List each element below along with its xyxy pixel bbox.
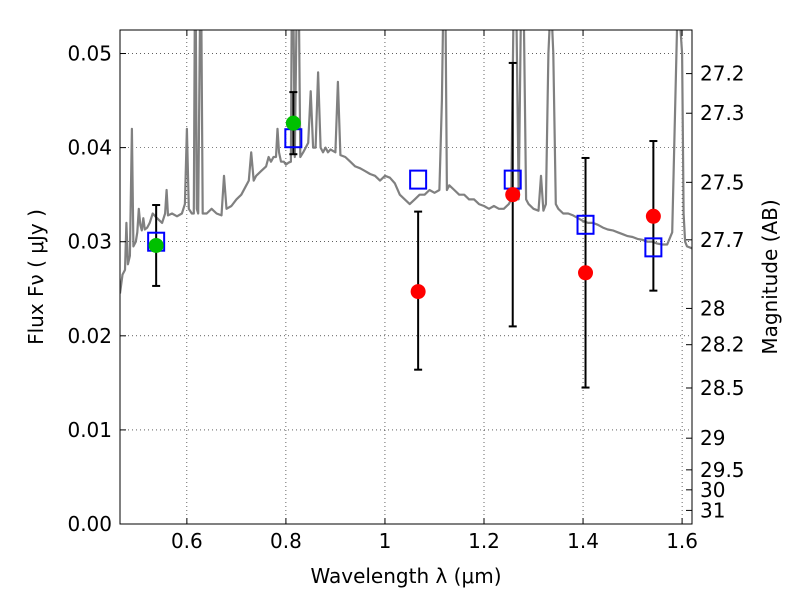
magnitude-tick-label: 28	[700, 296, 725, 320]
magnitude-tick-label: 27.2	[700, 62, 745, 86]
y-tick-label: 0.02	[67, 324, 112, 348]
x-tick-label: 1	[379, 529, 392, 553]
magnitude-tick-label: 31	[700, 498, 725, 522]
y-tick-label: 0.00	[67, 512, 112, 536]
grid	[120, 30, 692, 524]
observed-flux-point	[148, 237, 164, 253]
magnitude-tick-label: 27.5	[700, 170, 745, 194]
model-photometry-square	[576, 214, 595, 235]
x-tick-label: 1.2	[468, 529, 500, 553]
model-photometry-square	[409, 169, 428, 190]
y-tick-label: 0.01	[67, 418, 112, 442]
observed-flux-point	[505, 187, 521, 203]
model-photometry-square	[644, 237, 663, 258]
magnitude-tick-label: 27.7	[700, 228, 745, 252]
x-axis: 0.6 0.8 1 1.2 1.4 1.6	[171, 30, 698, 553]
magnitude-axis-label: Magnitude (AB)	[758, 199, 782, 354]
x-tick-label: 0.8	[270, 529, 302, 553]
magnitude-tick-label: 30	[700, 478, 725, 502]
magnitude-tick-label: 28.2	[700, 333, 745, 357]
observed-flux-point	[645, 208, 661, 224]
model-spectrum-layer	[120, 30, 692, 294]
magnitude-tick-label: 29.5	[700, 458, 745, 482]
observed-flux-point	[410, 284, 426, 300]
x-axis-label: Wavelength λ (μm)	[310, 564, 501, 588]
plot-frame	[119, 29, 693, 525]
observation-layer	[148, 115, 661, 300]
model-spectrum-line	[120, 30, 692, 294]
magnitude-tick-label: 29	[700, 426, 725, 450]
y-tick-label: 0.04	[67, 136, 112, 160]
observed-flux-point	[578, 265, 594, 281]
y-tick-label: 0.03	[67, 230, 112, 254]
observed-flux-point	[285, 115, 301, 131]
y-tick-label: 0.05	[67, 42, 112, 66]
x-tick-label: 0.6	[171, 529, 203, 553]
x-tick-label: 1.4	[567, 529, 599, 553]
y-axis-label: Flux Fν ( μJy )	[24, 209, 48, 345]
magnitude-tick-label: 27.3	[700, 101, 745, 125]
magnitude-tick-label: 28.5	[700, 376, 745, 400]
y-axis: 0.00 0.01 0.02 0.03 0.04 0.05	[67, 42, 126, 536]
x-tick-label: 1.6	[666, 529, 698, 553]
